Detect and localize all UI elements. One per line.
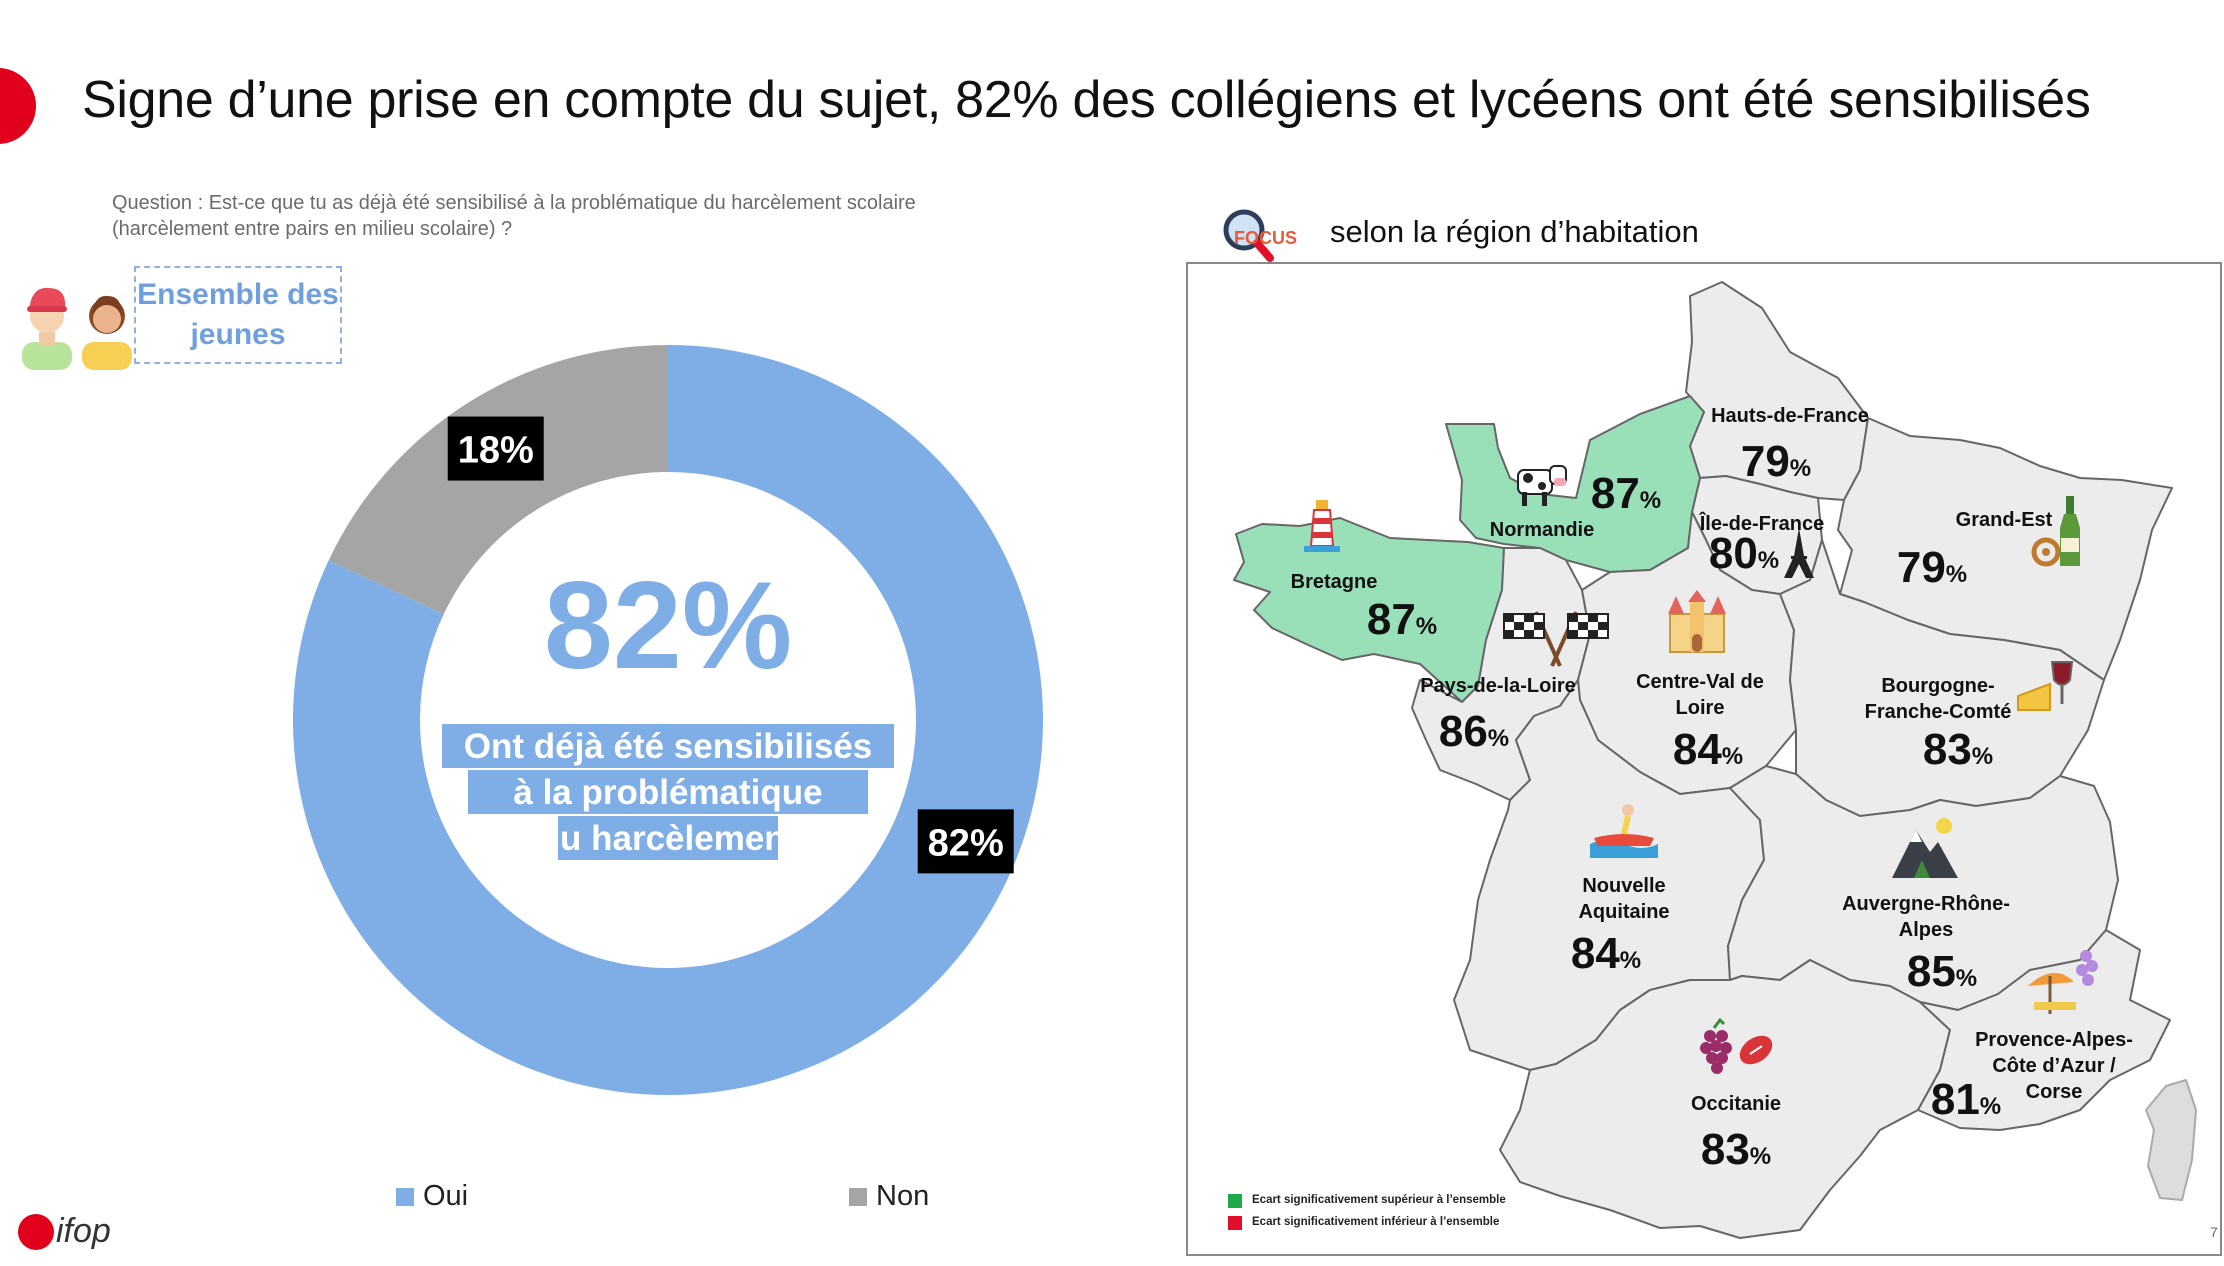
region-name-nouvelle-aquitaine-1: Nouvelle bbox=[1582, 875, 1665, 897]
region-name-bourgogne-1: Bourgogne- bbox=[1881, 675, 1994, 697]
region-name-hauts-de-france: Hauts-de-France bbox=[1711, 405, 1869, 427]
legend-swatch-non bbox=[849, 1188, 867, 1206]
region-value-nouvelle-aquitaine: 84% bbox=[1571, 929, 1641, 978]
region-name-occitanie: Occitanie bbox=[1691, 1093, 1781, 1115]
cow-icon bbox=[1517, 465, 1567, 506]
question-text: Question : Est-ce que tu as déjà été sen… bbox=[112, 192, 916, 240]
region-value-pays-de-la-loire: 86% bbox=[1439, 707, 1509, 756]
youth-avatars-icon bbox=[22, 287, 132, 370]
region-value-hauts-de-france: 79% bbox=[1741, 437, 1811, 486]
region-value-paca: 81% bbox=[1931, 1075, 2001, 1124]
ifop-logo: ifop bbox=[18, 1212, 111, 1250]
region-value-occitanie: 83% bbox=[1701, 1125, 1771, 1174]
eiffel-tower-icon bbox=[1784, 528, 1814, 578]
center-text-line: Ont déjà été sensibilisés bbox=[464, 727, 873, 766]
center-text-line: du harcèlement bbox=[539, 819, 798, 858]
pretzel-wine-icon bbox=[2031, 496, 2080, 567]
brand-name: ifop bbox=[56, 1212, 111, 1250]
region-name-paca-1: Provence-Alpes- bbox=[1975, 1029, 2133, 1051]
region-name-bourgogne-2: Franche-Comté bbox=[1865, 701, 2012, 723]
region-name-nouvelle-aquitaine-2: Aquitaine bbox=[1578, 901, 1669, 923]
donut-slice-oui bbox=[293, 345, 1043, 1096]
map-legend-label-sup: Ecart significativement supérieur à l’en… bbox=[1252, 1194, 1506, 1206]
region-name-centre-val-de-loire-2: Loire bbox=[1676, 697, 1725, 719]
region-name-grand-est: Grand-Est bbox=[1956, 509, 2053, 531]
center-text-line: à la problématique bbox=[513, 773, 822, 812]
surfer-icon bbox=[1590, 804, 1658, 858]
region-name-paca-2: Côte d’Azur / bbox=[1992, 1055, 2116, 1077]
map-frame bbox=[1186, 262, 2222, 1256]
map-legend-label-inf: Ecart significativement inférieur à l’en… bbox=[1252, 1216, 1500, 1228]
legend-label-oui: Oui bbox=[423, 1180, 469, 1212]
region-name-ile-de-france: Île-de-France bbox=[1699, 511, 1824, 535]
castle-icon bbox=[1668, 590, 1726, 653]
region-value-bretagne: 87% bbox=[1367, 595, 1437, 644]
svg-text:18%: 18% bbox=[458, 430, 534, 472]
wine-cheese-icon bbox=[2017, 661, 2074, 711]
region-value-bourgogne: 83% bbox=[1923, 725, 1993, 774]
region-name-auvergne-2: Alpes bbox=[1899, 919, 1953, 941]
checkered-flags-icon bbox=[1503, 611, 1609, 667]
page-number: 7 bbox=[2210, 1224, 2218, 1240]
region-name-paca-3: Corse bbox=[2026, 1081, 2083, 1103]
grapes-rugby-icon bbox=[1700, 1018, 1773, 1074]
region-name-centre-val-de-loire-1: Centre-Val de bbox=[1636, 671, 1764, 693]
svg-text:82%: 82% bbox=[928, 822, 1004, 864]
region-name-bretagne: Bretagne bbox=[1291, 571, 1378, 593]
focus-magnifier-icon: FOCUS bbox=[1223, 209, 1297, 262]
region-name-auvergne-1: Auvergne-Rhône- bbox=[1842, 893, 2010, 915]
region-name-normandie: Normandie bbox=[1490, 519, 1594, 541]
page-title: Signe d’une prise en compte du sujet, 82… bbox=[82, 71, 2091, 129]
donut-label-non: 18% bbox=[447, 416, 544, 481]
focus-label: selon la région d’habitation bbox=[1330, 214, 1699, 249]
lighthouse-icon bbox=[1304, 500, 1340, 552]
map-legend-swatch-inf bbox=[1228, 1216, 1242, 1230]
center-value: 82% bbox=[544, 557, 792, 695]
region-name-pays-de-la-loire: Pays-de-la-Loire bbox=[1420, 675, 1576, 697]
donut-label-oui: 82% bbox=[917, 809, 1014, 874]
legend-label-non: Non bbox=[876, 1180, 930, 1212]
map-region-paca bbox=[1917, 929, 2171, 1131]
region-value-auvergne: 85% bbox=[1907, 947, 1977, 996]
focus-word: FOCUS bbox=[1234, 228, 1297, 248]
lavender-beach-icon bbox=[2028, 950, 2098, 1014]
legend-swatch-oui bbox=[396, 1188, 414, 1206]
region-value-grand-est: 79% bbox=[1897, 543, 1967, 592]
map-legend-swatch-sup bbox=[1228, 1194, 1242, 1208]
mountain-icon bbox=[1892, 818, 1958, 878]
region-value-centre-val-de-loire: 84% bbox=[1673, 725, 1743, 774]
ensemble-label: Ensemble des jeunes bbox=[134, 266, 342, 364]
map-region-corse bbox=[2145, 1079, 2197, 1201]
region-value-normandie: 87% bbox=[1591, 469, 1661, 518]
region-value-ile-de-france: 80% bbox=[1709, 529, 1779, 578]
